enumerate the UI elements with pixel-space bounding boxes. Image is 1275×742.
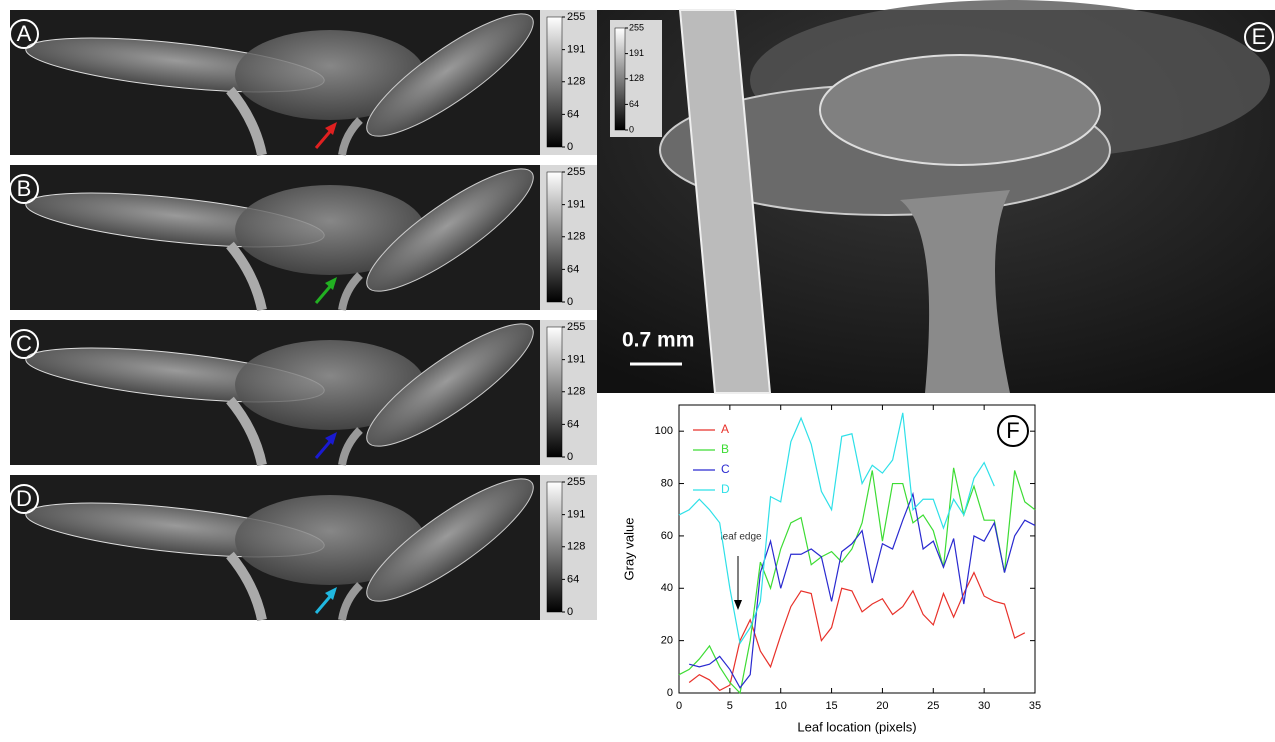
annotation: leaf edge — [720, 532, 762, 543]
y-tick-label: 20 — [661, 635, 673, 647]
y-tick-label: 40 — [661, 582, 673, 594]
image-panel: B 255 191 128 64 0 — [10, 151, 597, 310]
image-panel: A 255 191 128 64 0 — [10, 0, 597, 155]
colorbar — [547, 482, 562, 612]
y-tick-label: 0 — [667, 687, 673, 699]
scale-bar-label: 0.7 mm — [622, 329, 694, 352]
image-panels: A255191128640B255191128640C255191128640D… — [10, 0, 597, 620]
colorbar-tick-label: 255 — [567, 166, 585, 178]
y-tick-label: 100 — [655, 425, 673, 437]
colorbar-tick-label: 128 — [567, 541, 585, 553]
colorbar-tick-label: 191 — [567, 44, 585, 56]
colorbar-tick-label: 255 — [567, 321, 585, 333]
colorbar-tick-label: 0 — [567, 606, 573, 618]
y-tick-label: 80 — [661, 477, 673, 489]
panel-e: 0.7 mm E — [597, 0, 1275, 393]
panel-label: A — [17, 21, 32, 46]
colorbar-tick-label: 128 — [567, 386, 585, 398]
colorbar — [547, 17, 562, 147]
colorbar-tick-label: 128 — [567, 76, 585, 88]
colorbar-tick-label: 128 — [629, 73, 644, 83]
colorbar-tick-label: 255 — [567, 476, 585, 488]
image-panel: C 255 191 128 64 0 — [10, 306, 597, 465]
x-tick-label: 15 — [825, 700, 837, 712]
colorbar-tick-label: 64 — [567, 108, 579, 120]
colorbar — [615, 28, 625, 130]
x-tick-label: 10 — [775, 700, 787, 712]
x-tick-label: 20 — [876, 700, 888, 712]
colorbar-tick-label: 0 — [567, 296, 573, 308]
colorbar — [547, 172, 562, 302]
panel-label: F — [1006, 418, 1019, 443]
colorbar-tick-label: 255 — [629, 22, 644, 32]
colorbar-tick-label: 191 — [629, 48, 644, 58]
panel-label: E — [1252, 24, 1267, 49]
colorbar-tick-label: 191 — [567, 509, 585, 521]
x-tick-label: 35 — [1029, 700, 1041, 712]
colorbar-tick-label: 128 — [567, 231, 585, 243]
x-tick-label: 0 — [676, 700, 682, 712]
x-tick-label: 5 — [727, 700, 733, 712]
colorbar-tick-label: 64 — [567, 263, 579, 275]
legend-label: C — [721, 462, 730, 476]
figure: A255191128640B255191128640C255191128640D… — [0, 0, 1275, 737]
leaf — [820, 55, 1100, 165]
chart: F leaf edge Leaf location (pixels) Gray … — [621, 405, 1041, 734]
panel-label: C — [16, 331, 32, 356]
legend-label: D — [721, 482, 730, 496]
colorbar-tick-label: 64 — [567, 418, 579, 430]
y-axis-label: Gray value — [621, 518, 636, 581]
x-tick-label: 25 — [927, 700, 939, 712]
colorbar-tick-label: 64 — [629, 99, 639, 109]
colorbar-tick-label: 191 — [567, 199, 585, 211]
y-tick-label: 60 — [661, 530, 673, 542]
colorbar — [547, 327, 562, 457]
colorbar-tick-label: 0 — [567, 141, 573, 153]
colorbar-tick-label: 191 — [567, 354, 585, 366]
plot-frame — [679, 405, 1035, 693]
colorbar-tick-label: 64 — [567, 573, 579, 585]
x-axis-label: Leaf location (pixels) — [797, 719, 916, 734]
image-panel: D 255 191 128 64 0 — [10, 461, 597, 620]
page: {"panels": [ {"label": "A", "colorbar_ti… — [0, 0, 1275, 737]
colorbar-tick-label: 0 — [567, 451, 573, 463]
legend-label: A — [721, 422, 729, 436]
colorbar-tick-label: 0 — [629, 124, 634, 134]
colorbar-tick-label: 255 — [567, 11, 585, 23]
legend-label: B — [721, 442, 729, 456]
panel-label: B — [17, 176, 32, 201]
x-tick-label: 30 — [978, 700, 990, 712]
panel-label: D — [16, 486, 32, 511]
